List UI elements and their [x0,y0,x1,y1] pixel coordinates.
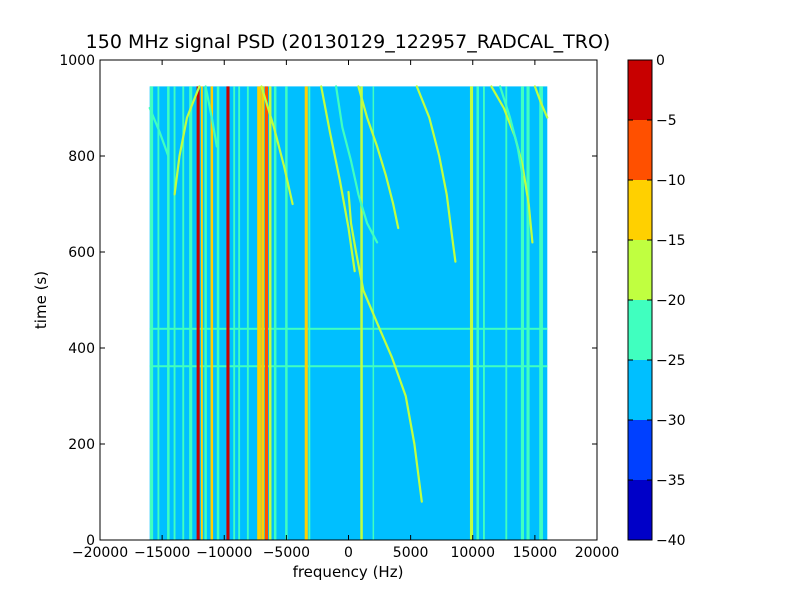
colorbar-segment [628,480,652,540]
heatmap-spectral-line [483,86,485,541]
y-tick-label: 800 [68,149,95,165]
heatmap-spectral-line [273,86,277,541]
y-tick-label: 600 [68,245,95,261]
heatmap-spectral-line [196,86,200,541]
heatmap-spectral-line [304,86,308,541]
heatmap-sweep-track [357,85,400,230]
heatmap-spectral-line [539,86,543,541]
heatmap-spectral-line [238,86,241,541]
chart-title: 150 MHz signal PSD (20130129_122957_RADC… [86,31,611,53]
colorbar-segment [628,60,652,120]
colorbar-segment [628,180,652,240]
x-tick-label: 5000 [393,545,429,561]
x-axis-ticks: −20000 −15000 −10000 −5000 0 5000 10000 15000 20… [72,60,619,561]
heatmap-spectral-line [150,86,154,541]
heatmap-spectral-line [189,86,193,541]
heatmap-spectral-line [167,86,170,541]
colorbar [628,60,652,540]
heatmap-background [149,86,548,541]
colorbar-tick-label: −30 [656,413,686,429]
heatmap-horizontal-line [149,327,548,330]
heatmap-spectral-line [285,86,288,541]
x-tick-label: −10000 [196,545,252,561]
x-tick-label: 0 [344,545,353,561]
x-tick-label: 10000 [450,545,495,561]
colorbar-tick-label: −5 [656,113,677,129]
heatmap-spectral-line [526,86,530,541]
heatmap-spectral-line [200,86,203,541]
heatmap-spectral-line [210,86,214,541]
heatmap-spectral-line [264,86,269,541]
y-axis-ticks: 0 200 400 600 800 1000 [59,53,597,549]
heatmap-spectral-line [261,86,265,541]
heatmap-spectral-line [233,86,236,541]
colorbar-tick-label: −15 [656,233,686,249]
heatmap-spectral-line [476,86,479,541]
x-tick-label: 20000 [575,545,620,561]
colorbar-segment [628,120,652,180]
y-axis-label: time (s) [32,271,50,329]
heatmap-spectral-line [182,86,185,541]
colorbar-tick-label: −35 [656,473,686,489]
heatmap-spectral-line [505,86,508,541]
heatmap-spectral-line [246,86,249,541]
heatmap-layer [148,85,549,541]
y-tick-label: 0 [86,533,95,549]
heatmap-spectral-line [216,86,220,541]
heatmap-sweep-track [499,85,524,177]
heatmap-sweep-track [204,85,218,148]
heatmap-spectral-line [204,86,207,541]
heatmap-spectral-line [226,86,230,541]
heatmap-sweep-track [533,85,549,119]
colorbar-tick-label: −40 [656,533,686,549]
heatmap-spectral-line [257,86,261,541]
heatmap-sweep-track [335,85,379,244]
heatmap-sweep-track [320,85,356,273]
heatmap-spectral-line [360,86,363,541]
heatmap-spectral-line [520,86,525,541]
heatmap-spectral-line [157,86,160,541]
heatmap-sweep-track [260,85,294,206]
heatmap-sweep-track [415,85,457,263]
heatmap-spectral-line [268,86,272,541]
x-tick-label: −5000 [263,545,310,561]
y-tick-label: 200 [68,437,95,453]
heatmap-horizontal-line [149,365,548,368]
heatmap-sweep-track [347,190,423,503]
y-tick-label: 1000 [59,53,95,69]
y-tick-label: 400 [68,341,95,357]
heatmap-spectral-line [469,86,474,541]
heatmap-spectral-line [308,86,311,541]
colorbar-tick-label: −25 [656,353,686,369]
colorbar-segment [628,300,652,360]
heatmap-sweep-track [148,106,170,158]
colorbar-tick-label: 0 [656,53,665,69]
colorbar-segment [628,360,652,420]
heatmap-spectral-line [173,86,176,541]
x-axis-label: frequency (Hz) [293,563,404,581]
colorbar-segment [628,240,652,300]
colorbar-tick-label: −10 [656,173,686,189]
colorbar-tick-label: −20 [656,293,686,309]
colorbar-ticks: −40 −35 −30 −25 −20 −15 −10 −5 0 [628,53,686,549]
x-tick-label: 15000 [513,545,558,561]
heatmap-sweep-track [173,85,201,196]
colorbar-segment [628,420,652,480]
x-tick-label: −20000 [72,545,128,561]
x-tick-label: −15000 [134,545,190,561]
